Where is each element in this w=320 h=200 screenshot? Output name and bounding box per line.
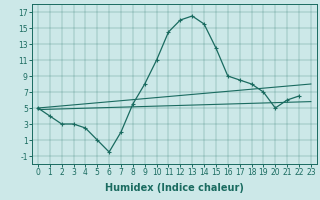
X-axis label: Humidex (Indice chaleur): Humidex (Indice chaleur): [105, 183, 244, 193]
